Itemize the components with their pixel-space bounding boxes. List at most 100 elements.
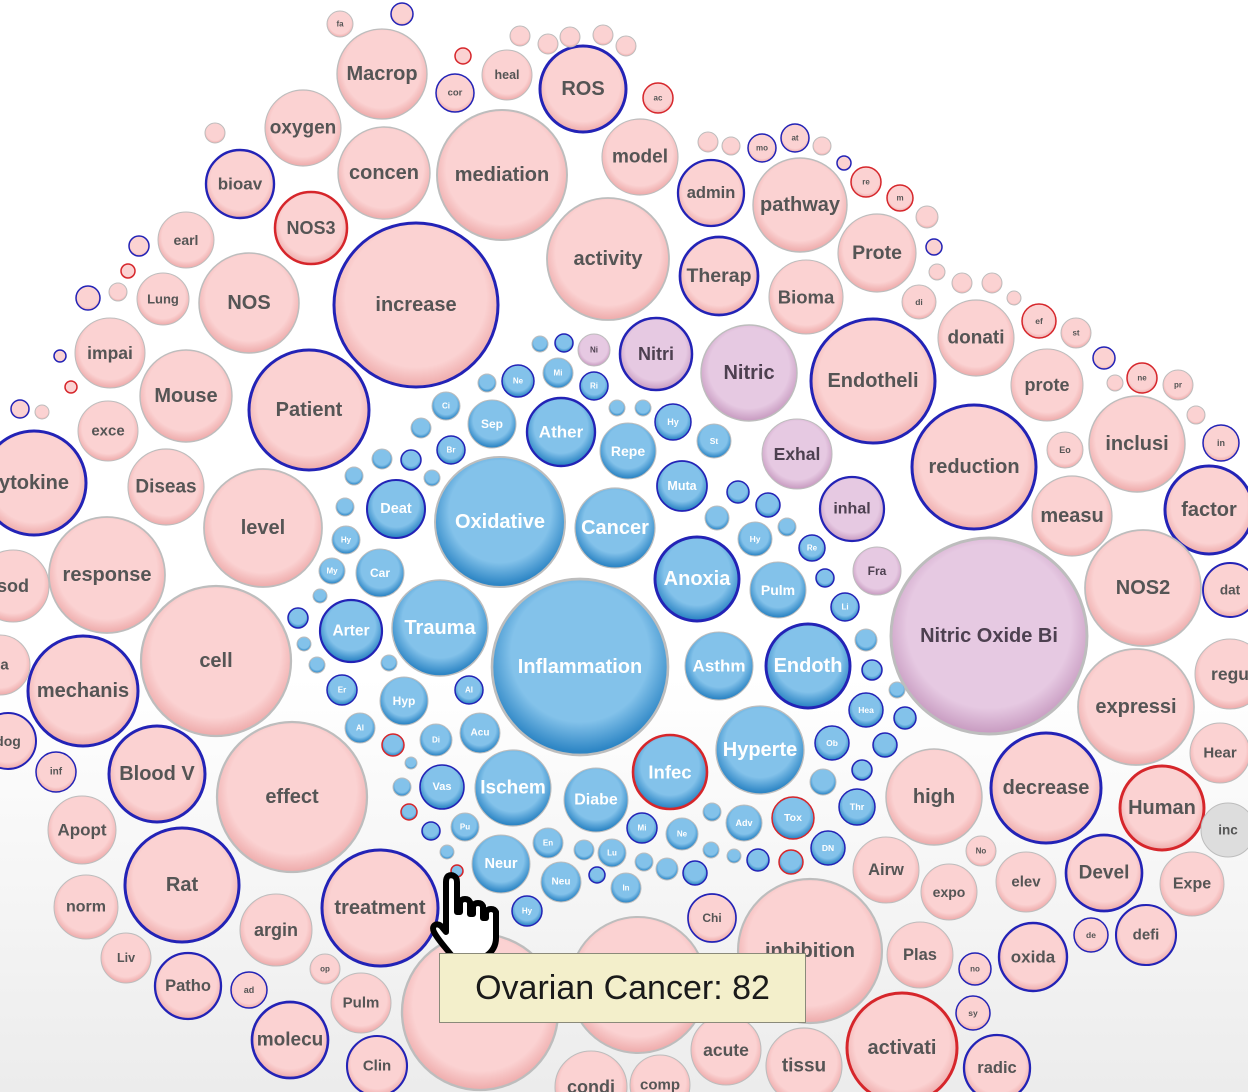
bubble-circle[interactable] (250, 1000, 330, 1080)
bubble[interactable]: expressi (1077, 648, 1195, 766)
bubble[interactable]: measu (1031, 475, 1113, 557)
bubble-circle[interactable] (721, 136, 741, 156)
bubble[interactable]: Arter (318, 598, 384, 664)
bubble-circle[interactable] (965, 835, 997, 867)
bubble-circle[interactable] (1202, 562, 1248, 618)
bubble-circle[interactable] (419, 764, 465, 810)
bubble-circle[interactable] (656, 460, 708, 512)
bubble[interactable] (108, 282, 128, 302)
bubble[interactable]: na (0, 634, 31, 696)
bubble-circle[interactable] (287, 607, 309, 629)
bubble[interactable] (634, 852, 654, 872)
bubble[interactable]: tissu (765, 1027, 843, 1092)
bubble[interactable] (554, 333, 574, 353)
bubble-circle[interactable] (809, 317, 937, 445)
bubble-circle[interactable] (888, 681, 906, 699)
bubble[interactable] (682, 860, 708, 886)
bubble[interactable]: sod (0, 549, 50, 623)
bubble[interactable]: di (901, 284, 937, 320)
bubble-circle[interactable] (1084, 529, 1202, 647)
bubble[interactable]: Tox (771, 796, 815, 840)
bubble[interactable]: treatment (320, 848, 440, 968)
bubble-circle[interactable] (749, 561, 807, 619)
bubble-circle[interactable] (726, 480, 750, 504)
bubble-circle[interactable] (450, 812, 480, 842)
bubble[interactable] (777, 517, 797, 537)
bubble-circle[interactable] (1126, 362, 1158, 394)
bubble-circle[interactable] (123, 826, 241, 944)
bubble[interactable]: at (780, 123, 810, 153)
bubble[interactable]: ytokine (0, 429, 88, 537)
bubble[interactable]: regu (1194, 638, 1248, 710)
bubble-circle[interactable] (35, 751, 77, 793)
bubble[interactable]: Therap (678, 235, 760, 317)
bubble-circle[interactable] (634, 399, 652, 417)
bubble-circle[interactable] (1046, 431, 1084, 469)
bubble-circle[interactable] (108, 282, 128, 302)
bubble-circle[interactable] (204, 122, 226, 144)
bubble-circle[interactable] (337, 126, 431, 220)
bubble[interactable] (204, 122, 226, 144)
bubble[interactable]: mediation (436, 109, 568, 241)
bubble[interactable]: Trauma (391, 579, 489, 677)
bubble[interactable] (755, 492, 781, 518)
bubble-circle[interactable] (1010, 348, 1084, 422)
bubble[interactable]: Bioma (768, 259, 844, 335)
bubble[interactable] (390, 2, 414, 26)
bubble-circle[interactable] (577, 333, 611, 367)
bubble-circle[interactable] (1106, 374, 1124, 392)
bubble[interactable]: Al (454, 675, 484, 705)
bubble-circle[interactable] (345, 1034, 409, 1092)
bubble-circle[interactable] (559, 26, 581, 48)
bubble[interactable]: de (1073, 917, 1109, 953)
bubble-circle[interactable] (989, 731, 1103, 845)
bubble[interactable] (981, 272, 1003, 294)
bubble[interactable]: ne (1126, 362, 1158, 394)
bubble[interactable]: Chi (687, 893, 737, 943)
bubble[interactable] (697, 131, 719, 153)
bubble[interactable]: Nitric Oxide Bi (889, 536, 1089, 736)
bubble-circle[interactable] (815, 568, 835, 588)
bubble[interactable] (1106, 374, 1124, 392)
bubble-circle[interactable] (204, 148, 276, 220)
bubble-circle[interactable] (1118, 764, 1206, 852)
bubble[interactable]: Ni (577, 333, 611, 367)
bubble[interactable]: Pulm (749, 561, 807, 619)
bubble-circle[interactable] (320, 848, 440, 968)
bubble-circle[interactable] (477, 373, 497, 393)
bubble[interactable] (925, 238, 943, 256)
bubble-circle[interactable] (509, 25, 531, 47)
bubble[interactable]: NOS2 (1084, 529, 1202, 647)
bubble-circle[interactable] (747, 133, 777, 163)
bubble[interactable]: Asthm (684, 631, 754, 701)
bubble-circle[interactable] (64, 380, 78, 394)
bubble-circle[interactable] (538, 44, 628, 134)
bubble-circle[interactable] (746, 848, 770, 872)
bubble-circle[interactable] (423, 469, 441, 487)
bubble[interactable] (726, 480, 750, 504)
bubble[interactable] (951, 272, 973, 294)
bubble-circle[interactable] (1060, 317, 1092, 349)
bubble-circle[interactable] (634, 852, 654, 872)
bubble-circle[interactable] (100, 932, 152, 984)
bubble-circle[interactable] (854, 628, 878, 652)
bubble[interactable]: dat (1202, 562, 1248, 618)
bubble-circle[interactable] (768, 259, 844, 335)
bubble[interactable] (634, 399, 652, 417)
bubble-circle[interactable] (296, 636, 312, 652)
bubble[interactable]: inclusi (1088, 395, 1186, 493)
bubble[interactable]: Deat (365, 478, 427, 540)
bubble-circle[interactable] (53, 874, 119, 940)
bubble[interactable]: Thr (838, 788, 876, 826)
bubble[interactable]: oxida (997, 921, 1069, 993)
bubble[interactable] (380, 654, 398, 672)
bubble-circle[interactable] (309, 953, 341, 985)
bubble[interactable]: Plas (886, 921, 954, 989)
bubble[interactable]: Patient (247, 348, 371, 472)
bubble-circle[interactable] (764, 622, 852, 710)
bubble-circle[interactable] (532, 827, 564, 859)
bubble-circle[interactable] (1194, 638, 1248, 710)
bubble-circle[interactable] (273, 190, 349, 266)
bubble[interactable] (746, 848, 770, 872)
bubble-circle[interactable] (501, 364, 535, 398)
